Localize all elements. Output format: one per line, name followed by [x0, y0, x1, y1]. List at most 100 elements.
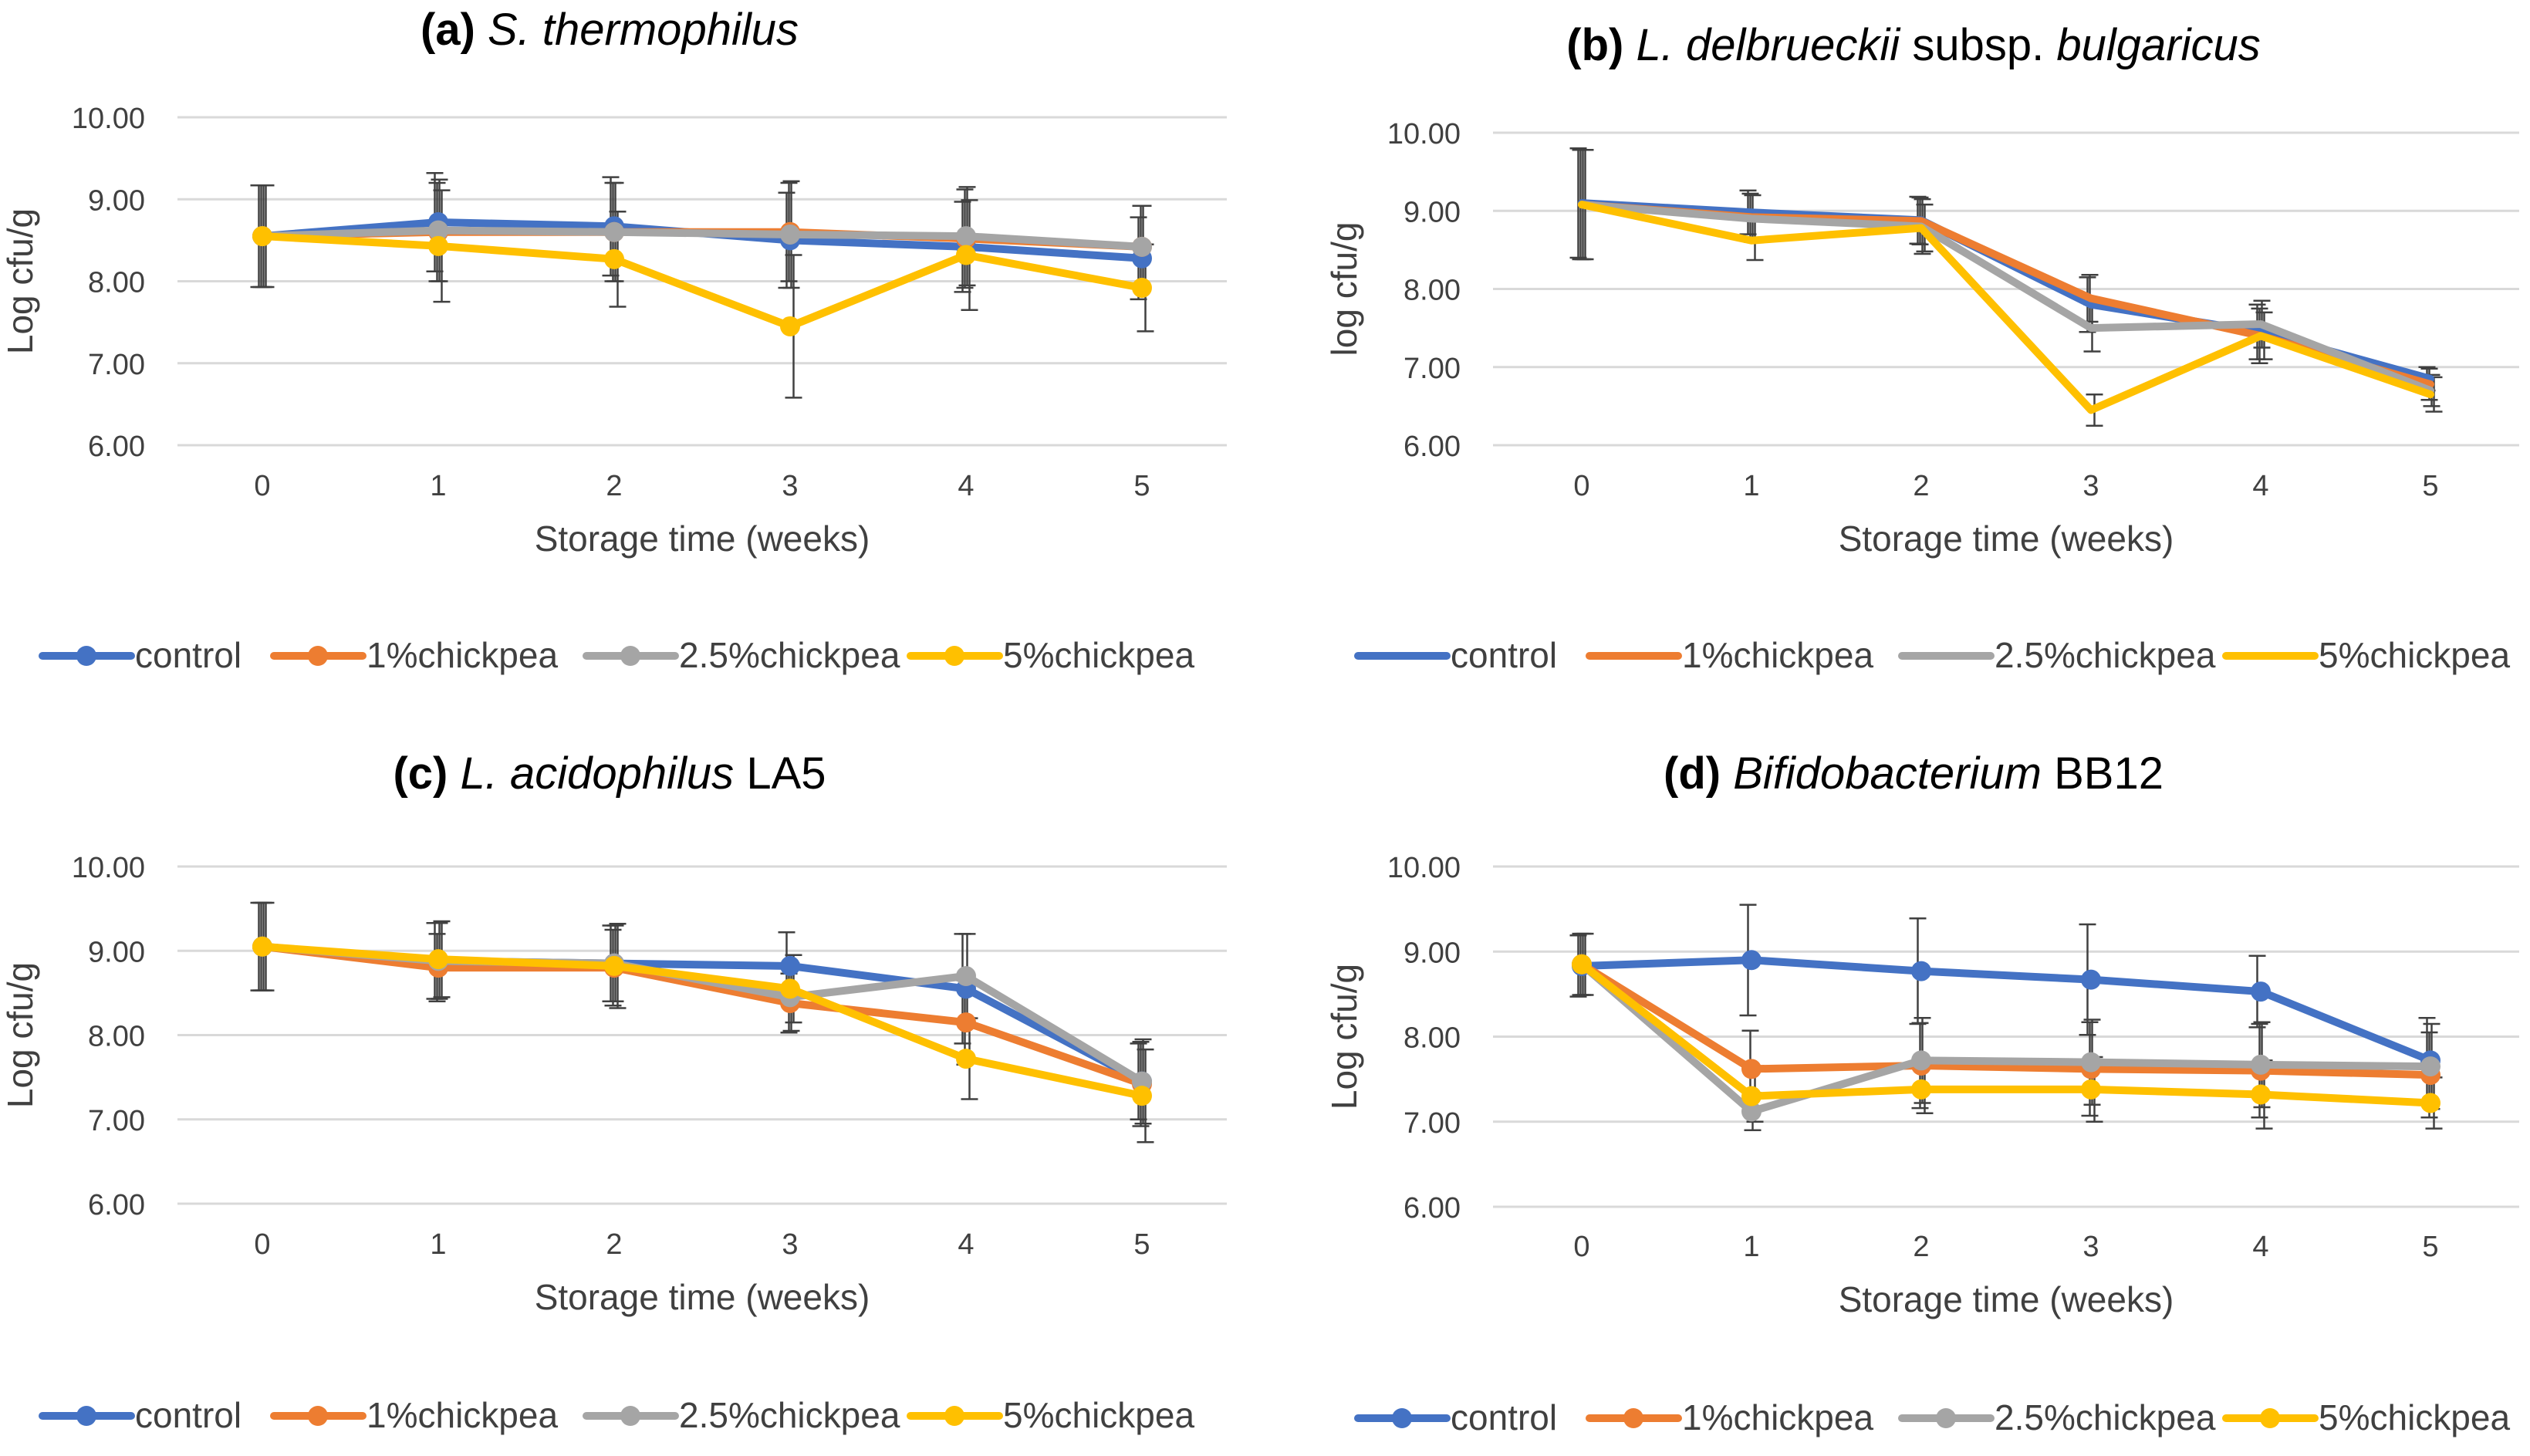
- series-line: [1578, 201, 2434, 414]
- legend: control 1%chickpea 2.5%chickpea 5%chickpea: [1354, 635, 2510, 675]
- legend-label: 2.5%chickpea: [1995, 635, 2216, 675]
- data-point: [1132, 236, 1152, 257]
- x-tick-label: 5: [2422, 470, 2438, 502]
- y-tick-label: 10.00: [1387, 852, 1461, 884]
- legend-item-control[interactable]: control: [39, 635, 242, 675]
- data-point: [1741, 950, 1762, 971]
- legend-item-5%chickpea[interactable]: 5%chickpea: [907, 635, 1194, 675]
- data-point: [428, 235, 448, 256]
- title-middle: subsp.: [1912, 20, 2044, 70]
- data-point: [2251, 981, 2271, 1002]
- legend-swatch-marker: [76, 1406, 96, 1426]
- x-tick-label: 2: [1913, 1231, 1929, 1263]
- data-point: [1132, 1086, 1152, 1106]
- data-point: [1132, 1071, 1152, 1092]
- x-tick-label: 2: [606, 470, 622, 502]
- legend: control 1%chickpea 2.5%chickpea 5%chickpea: [1354, 1397, 2510, 1437]
- y-tick-label: 8.00: [88, 1021, 145, 1053]
- data-point: [2420, 1093, 2440, 1113]
- legend-swatch-marker: [76, 646, 96, 666]
- legend-label: 1%chickpea: [366, 635, 558, 675]
- title-organism: S. thermophilus: [488, 5, 799, 55]
- legend-item-2.5%chickpea[interactable]: 2.5%chickpea: [583, 635, 900, 675]
- error-bars: [250, 901, 1154, 1144]
- legend-item-2.5%chickpea[interactable]: 2.5%chickpea: [1898, 1397, 2216, 1437]
- chart-title: (a) S. thermophilus: [421, 5, 799, 55]
- x-tick-label: 4: [2252, 1231, 2268, 1263]
- legend-label: 5%chickpea: [2319, 635, 2510, 675]
- legend-item-control[interactable]: control: [1354, 635, 1557, 675]
- legend-item-1%chickpea[interactable]: 1%chickpea: [1586, 1397, 1873, 1437]
- legend-swatch-marker: [1936, 1408, 1956, 1428]
- y-tick-label: 6.00: [88, 1189, 145, 1221]
- title-organism: L. delbrueckii: [1636, 20, 1901, 70]
- data-point: [780, 978, 800, 999]
- title-space: [1623, 20, 1636, 70]
- data-point: [1911, 1050, 1931, 1071]
- legend-item-1%chickpea[interactable]: 1%chickpea: [270, 1395, 558, 1435]
- data-point: [2251, 1084, 2271, 1105]
- chart-title: (d) Bifidobacterium BB12: [1664, 748, 2164, 799]
- x-tick-label: 1: [1743, 470, 1759, 502]
- series-2.5%chickpea: [1578, 201, 2434, 395]
- series-line: [258, 942, 1146, 1100]
- chart-panel-d: (d) Bifidobacterium BB12 6.00 7.00 8.00 9.00…: [1324, 748, 2519, 1437]
- chart-panel-c: (c) L. acidophilus LA56.007.008.009.0010…: [0, 748, 1227, 1435]
- y-axis-title: Log cfu/g: [1324, 964, 1364, 1110]
- data-point: [604, 248, 624, 269]
- legend-swatch-marker: [1392, 1408, 1412, 1428]
- legend-item-2.5%chickpea[interactable]: 2.5%chickpea: [1898, 635, 2216, 675]
- legend-item-control[interactable]: control: [39, 1395, 242, 1435]
- y-tick-label: 6.00: [88, 431, 145, 463]
- legend-item-5%chickpea[interactable]: 5%chickpea: [907, 1395, 1194, 1435]
- y-tick-label: 6.00: [1403, 1192, 1461, 1225]
- legend-item-1%chickpea[interactable]: 1%chickpea: [1586, 635, 1873, 675]
- data-point: [2420, 1056, 2440, 1077]
- series-line: [1578, 960, 2434, 1107]
- series-line: [258, 942, 1146, 1088]
- series-control: [1572, 950, 2440, 1071]
- legend-item-2.5%chickpea[interactable]: 2.5%chickpea: [583, 1395, 900, 1435]
- x-tick-label: 3: [2082, 470, 2099, 502]
- data-point: [604, 221, 624, 242]
- data-point: [780, 955, 800, 976]
- series-line: [258, 232, 1146, 330]
- y-tick-label: 7.00: [1403, 353, 1461, 385]
- x-tick-label: 4: [958, 470, 974, 502]
- title-prefix: (a): [421, 5, 475, 55]
- title-space: [1900, 20, 1912, 70]
- legend-item-5%chickpea[interactable]: 5%chickpea: [2222, 1397, 2510, 1437]
- legend-label: 2.5%chickpea: [679, 635, 900, 675]
- data-point: [1741, 1086, 1762, 1106]
- legend-item-5%chickpea[interactable]: 5%chickpea: [2222, 635, 2510, 675]
- data-point: [1572, 954, 1592, 975]
- legend-label: 5%chickpea: [1003, 635, 1194, 675]
- y-tick-label: 9.00: [88, 936, 145, 968]
- title-prefix: (b): [1566, 20, 1623, 70]
- data-point: [1911, 1079, 1931, 1100]
- y-axis-title: Log cfu/g: [0, 208, 40, 354]
- data-point: [2081, 1052, 2101, 1073]
- legend-swatch-marker: [620, 1406, 640, 1426]
- series-line: [1578, 201, 2434, 395]
- legend-swatch-marker: [944, 1406, 964, 1426]
- x-tick-label: 1: [1743, 1231, 1759, 1263]
- legend-item-1%chickpea[interactable]: 1%chickpea: [270, 635, 558, 675]
- data-point: [2251, 1054, 2271, 1075]
- y-tick-label: 9.00: [88, 184, 145, 217]
- legend-label: 2.5%chickpea: [1995, 1397, 2216, 1437]
- legend-label: control: [1451, 1397, 1557, 1437]
- series-line: [258, 226, 1146, 251]
- y-tick-label: 9.00: [1403, 196, 1461, 228]
- x-axis-title: Storage time (weeks): [535, 1277, 870, 1317]
- data-point: [252, 936, 272, 957]
- y-axis-title: log cfu/g: [1324, 222, 1364, 356]
- x-tick-label: 1: [430, 1228, 446, 1261]
- data-point: [956, 226, 976, 247]
- y-tick-label: 8.00: [1403, 275, 1461, 307]
- legend-item-control[interactable]: control: [1354, 1397, 1557, 1437]
- x-tick-label: 5: [1133, 1228, 1150, 1261]
- series-line: [1578, 960, 2434, 1116]
- data-point: [428, 949, 448, 970]
- data-point: [956, 245, 976, 265]
